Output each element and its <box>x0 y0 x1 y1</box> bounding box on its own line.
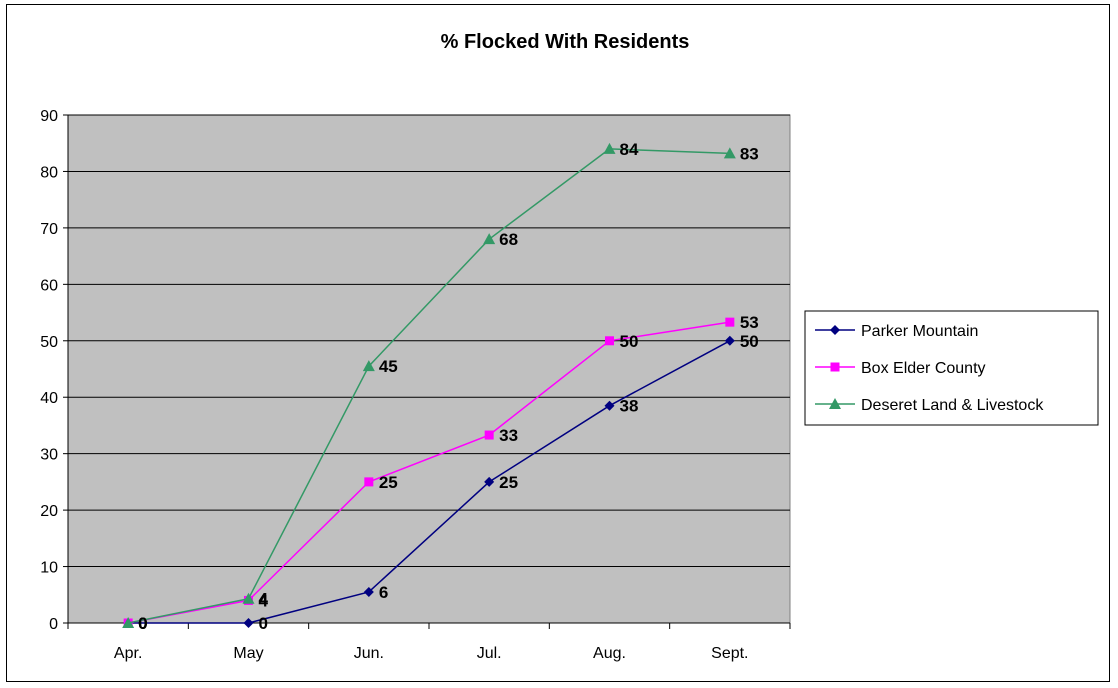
data-label: 45 <box>379 357 398 376</box>
legend-marker <box>830 362 840 372</box>
x-tick-label: May <box>233 645 263 662</box>
data-label: 25 <box>379 473 398 492</box>
data-point <box>242 592 255 604</box>
y-tick-label: 20 <box>40 503 58 520</box>
x-tick-label: Sept. <box>711 645 748 662</box>
data-label: 0 <box>138 614 147 633</box>
data-label: 84 <box>620 140 639 159</box>
data-label: 0 <box>138 614 147 633</box>
series-line-2 <box>128 148 730 624</box>
data-label: 33 <box>499 426 518 445</box>
data-point <box>725 317 735 327</box>
y-tick-label: 60 <box>40 277 58 294</box>
data-label: 25 <box>499 473 518 492</box>
legend-label: Parker Mountain <box>861 323 978 340</box>
x-tick-label: Apr. <box>114 645 142 662</box>
legend-marker <box>829 398 841 409</box>
y-tick-label: 0 <box>49 616 58 633</box>
y-tick-label: 80 <box>40 164 58 181</box>
legend-marker <box>830 325 840 335</box>
series-line-1 <box>128 321 730 624</box>
data-point <box>363 586 374 597</box>
x-tick-label: Aug. <box>593 645 626 662</box>
chart-title: % Flocked With Residents <box>441 31 690 53</box>
y-tick-label: 40 <box>40 390 58 407</box>
plot-background <box>67 114 791 624</box>
y-tick-label: 90 <box>40 108 58 125</box>
data-point <box>484 430 494 440</box>
data-point <box>364 477 374 487</box>
data-point <box>604 400 615 411</box>
data-label: 83 <box>740 144 759 163</box>
x-tick-label: Jul. <box>477 645 502 662</box>
data-label: 68 <box>499 230 518 249</box>
data-point <box>605 336 614 346</box>
data-point <box>484 476 495 487</box>
data-point <box>724 335 735 346</box>
data-point <box>483 233 496 245</box>
data-point <box>723 147 736 159</box>
data-point <box>362 360 375 372</box>
y-tick-label: 70 <box>40 221 58 238</box>
y-tick-label: 50 <box>40 334 58 351</box>
data-point <box>122 617 135 628</box>
data-label: 50 <box>740 332 759 351</box>
data-point <box>243 618 254 628</box>
data-label: 50 <box>620 332 639 351</box>
data-label: 6 <box>379 583 388 602</box>
legend-label: Deseret Land & Livestock <box>861 397 1044 414</box>
data-label: 53 <box>740 313 759 332</box>
data-label: 4 <box>259 590 269 609</box>
y-tick-label: 10 <box>40 560 58 577</box>
data-label: 4 <box>259 591 269 610</box>
data-label: 38 <box>620 397 639 416</box>
x-tick-label: Jun. <box>354 645 384 662</box>
y-tick-label: 30 <box>40 447 58 464</box>
data-point <box>603 142 616 154</box>
legend-label: Box Elder County <box>861 360 986 377</box>
data-label: 0 <box>259 614 268 633</box>
series-line-0 <box>128 340 731 624</box>
data-label: 0 <box>138 614 147 633</box>
